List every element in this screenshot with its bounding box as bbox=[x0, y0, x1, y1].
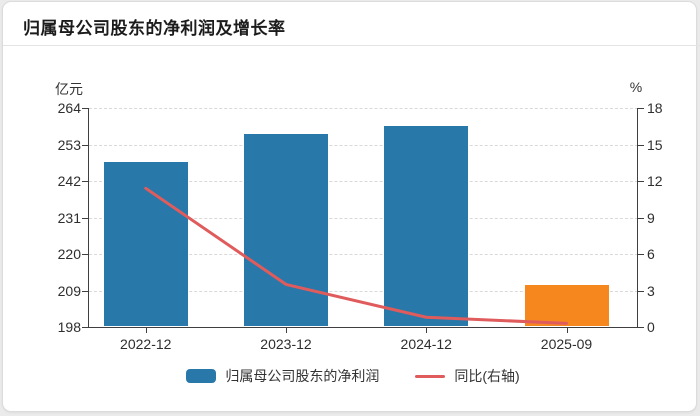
yoy-line[interactable] bbox=[144, 186, 568, 325]
x-axis-tick-label: 2022-12 bbox=[120, 336, 172, 352]
x-axis-tick bbox=[566, 327, 568, 333]
x-axis-tick-label: 2023-12 bbox=[260, 336, 312, 352]
right-axis-unit: % bbox=[629, 79, 643, 95]
gridline bbox=[89, 254, 638, 255]
left-axis-tick-label: 242 bbox=[57, 173, 81, 189]
right-axis-tick bbox=[638, 108, 644, 109]
left-axis-tick-label: 220 bbox=[57, 246, 81, 262]
left-axis-tick bbox=[82, 217, 88, 219]
right-axis-tick-label: 18 bbox=[647, 100, 663, 116]
left-axis-tick bbox=[82, 144, 88, 146]
bar-2025-09[interactable] bbox=[524, 284, 609, 326]
line-legend-label: 同比(右轴) bbox=[454, 368, 520, 384]
bar-legend-label: 归属母公司股东的净利润 bbox=[225, 368, 380, 384]
x-axis-tick bbox=[426, 327, 428, 333]
left-axis-line bbox=[88, 108, 89, 327]
plot-area bbox=[82, 108, 644, 333]
left-axis-tick bbox=[82, 181, 88, 182]
right-axis-line bbox=[637, 108, 638, 327]
gridline bbox=[89, 217, 638, 219]
right-axis-tick-label: 0 bbox=[647, 319, 655, 335]
right-axis-tick-label: 12 bbox=[647, 173, 663, 189]
right-axis-tick-label: 6 bbox=[647, 246, 655, 262]
left-axis-tick-label: 209 bbox=[57, 282, 81, 299]
right-axis-tick bbox=[638, 217, 644, 219]
yoy-line-series[interactable] bbox=[88, 108, 638, 327]
x-axis-tick-label: 2024-12 bbox=[400, 336, 452, 352]
left-axis-tick-label: 253 bbox=[57, 136, 81, 153]
right-axis-tick bbox=[638, 290, 644, 292]
legend-item-net-profit[interactable]: 归属母公司股东的净利润 bbox=[186, 366, 379, 386]
bar-2024-12[interactable] bbox=[384, 126, 469, 326]
bottom-axis-line bbox=[88, 327, 639, 328]
gridline bbox=[89, 290, 638, 292]
left-axis-unit: 亿元 bbox=[55, 81, 83, 97]
right-axis-tick-label: 3 bbox=[647, 282, 655, 299]
left-axis-tick-label: 231 bbox=[57, 209, 81, 226]
line-legend-swatch bbox=[415, 374, 446, 378]
left-axis-tick-label: 264 bbox=[57, 100, 81, 116]
right-axis-tick bbox=[638, 181, 644, 182]
left-axis-tick bbox=[82, 108, 88, 109]
x-axis-tick-label: 2025-09 bbox=[540, 336, 593, 352]
gridline bbox=[89, 181, 638, 182]
left-axis-tick bbox=[82, 327, 88, 328]
right-axis-tick bbox=[638, 144, 644, 146]
bar-2023-12[interactable] bbox=[244, 133, 328, 326]
title-divider bbox=[3, 45, 700, 46]
right-axis-tick-label: 15 bbox=[647, 136, 663, 153]
gridline bbox=[89, 144, 638, 146]
left-axis-tick-label: 198 bbox=[57, 319, 81, 335]
x-axis-tick bbox=[286, 327, 287, 333]
left-axis-tick bbox=[82, 290, 88, 292]
bar-legend-swatch bbox=[186, 369, 217, 383]
gridline bbox=[89, 108, 638, 109]
right-axis-tick bbox=[638, 327, 644, 328]
x-axis-tick bbox=[145, 327, 147, 333]
chart-title: 归属母公司股东的净利润及增长率 bbox=[23, 19, 286, 38]
legend: 归属母公司股东的净利润 同比(右轴) bbox=[3, 363, 700, 389]
right-axis-tick bbox=[638, 254, 644, 255]
legend-item-yoy[interactable]: 同比(右轴) bbox=[415, 366, 520, 386]
left-axis-tick bbox=[82, 254, 88, 255]
right-axis-tick-label: 9 bbox=[647, 209, 655, 226]
